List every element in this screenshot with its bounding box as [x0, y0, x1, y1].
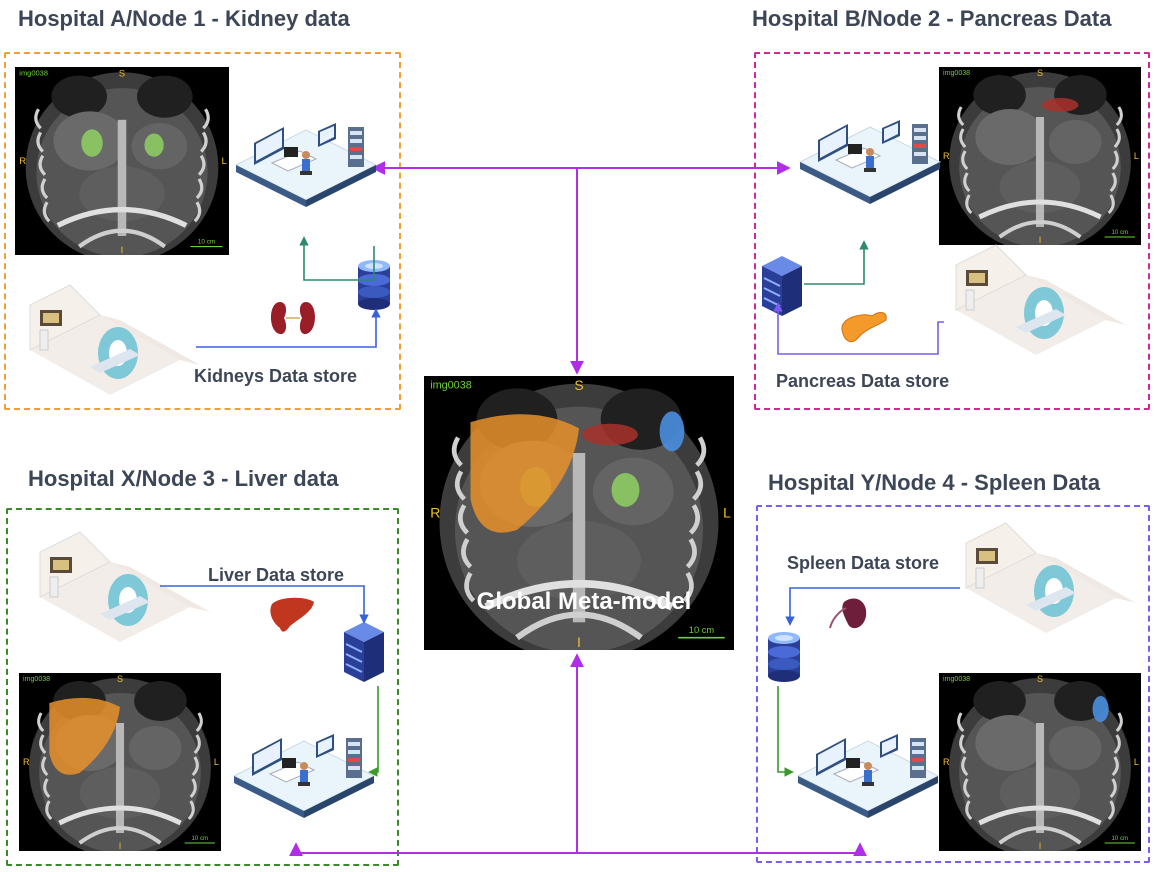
mri-scanner-icon-a: [29, 284, 201, 396]
node-b-box: [754, 52, 1150, 410]
liver-icon: [270, 597, 314, 632]
workstation-icon-a: [235, 122, 377, 208]
svg-text:I: I: [119, 841, 122, 851]
node-b-title: Hospital B/Node 2 - Pancreas Data: [752, 6, 1112, 31]
svg-text:S: S: [117, 674, 123, 684]
mri-scanner-icon-b: [955, 244, 1127, 356]
svg-text:S: S: [119, 69, 125, 80]
svg-text:10 cm: 10 cm: [192, 836, 208, 842]
node-y-title: Hospital Y/Node 4 - Spleen Data: [768, 470, 1101, 495]
svg-text:I: I: [1039, 235, 1042, 245]
svg-text:img0038: img0038: [943, 676, 970, 683]
database-icon-y: [768, 632, 800, 682]
svg-text:img0038: img0038: [430, 379, 472, 391]
svg-text:R: R: [943, 151, 950, 161]
svg-text:R: R: [19, 156, 26, 167]
svg-text:L: L: [214, 757, 219, 767]
ct-scan-kidney: img0038 S I R L 10 cm: [15, 67, 229, 263]
mri-scanner-icon-x: [39, 531, 211, 643]
svg-text:10 cm: 10 cm: [198, 238, 215, 245]
node-a-title: Hospital A/Node 1 - Kidney data: [18, 6, 350, 31]
svg-text:I: I: [577, 634, 581, 650]
node-x-title: Hospital X/Node 3 - Liver data: [28, 466, 339, 491]
workstation-icon-b: [799, 119, 941, 205]
svg-text:L: L: [222, 156, 227, 167]
arrow-to-node-x: [289, 842, 577, 857]
svg-text:L: L: [1134, 757, 1139, 767]
svg-text:L: L: [723, 505, 731, 521]
svg-text:10 cm: 10 cm: [1112, 230, 1128, 236]
svg-text:S: S: [1037, 68, 1043, 78]
ct-scan-liver: img0038 S I R L 10 cm: [19, 673, 221, 858]
node-a-box: [4, 52, 401, 410]
svg-text:R: R: [943, 757, 950, 767]
pancreas-icon: [841, 312, 887, 343]
ct-scan-pancreas: img0038 S I R L 10 cm: [939, 67, 1141, 252]
svg-text:10 cm: 10 cm: [689, 625, 715, 635]
server-icon-b: [761, 255, 803, 317]
kidney-icon: [271, 302, 315, 335]
svg-text:I: I: [121, 245, 124, 255]
kidneys-store-label: Kidneys Data store: [194, 366, 358, 386]
svg-text:img0038: img0038: [23, 676, 50, 683]
svg-text:10 cm: 10 cm: [1112, 836, 1128, 842]
workstation-icon-y: [797, 733, 939, 819]
svg-text:img0038: img0038: [19, 68, 48, 77]
server-icon-x: [343, 621, 385, 683]
liver-store-label: Liver Data store: [208, 565, 345, 585]
svg-text:R: R: [23, 757, 30, 767]
node-x-box: [6, 508, 399, 866]
svg-text:S: S: [1037, 674, 1043, 684]
svg-text:R: R: [430, 505, 440, 521]
spleen-store-label: Spleen Data store: [787, 553, 940, 573]
svg-text:S: S: [574, 377, 583, 393]
pancreas-store-label: Pancreas Data store: [776, 371, 950, 391]
svg-text:img0038: img0038: [943, 70, 970, 77]
svg-text:L: L: [1134, 151, 1139, 161]
node-y-box: [756, 505, 1150, 863]
ct-scan-spleen: img0038 S I R L 10 cm: [939, 673, 1141, 858]
workstation-icon-x: [233, 733, 375, 819]
ct-scan-global: img0038 S I R L 10 cm: [424, 376, 734, 661]
arrow-to-node-y: [577, 842, 867, 857]
spleen-icon: [829, 598, 867, 629]
svg-text:I: I: [1039, 841, 1042, 851]
mri-scanner-icon-y: [965, 522, 1137, 634]
global-meta-model-label: Global Meta-model: [476, 588, 692, 615]
